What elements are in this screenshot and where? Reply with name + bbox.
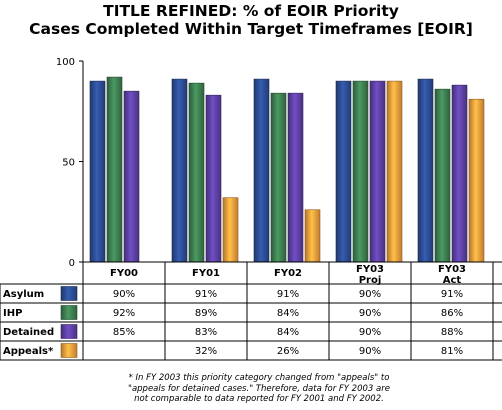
x-category-label: Act [443, 275, 462, 286]
data-label: 88% [441, 327, 463, 338]
bar-detained [205, 94, 222, 263]
chart-title-line-1: TITLE REFINED: % of EOIR Priority [103, 2, 399, 20]
bar-ihp [434, 88, 451, 263]
x-category-label: FY03 [356, 264, 384, 275]
legend-color-key [60, 324, 78, 339]
data-label: 90% [359, 308, 381, 319]
bar-appeals [386, 80, 403, 263]
data-label: 81% [441, 346, 463, 357]
data-label: 83% [195, 327, 217, 338]
data-label: 32% [195, 346, 217, 357]
bar-ihp [352, 80, 369, 263]
data-label: 91% [195, 289, 217, 300]
data-label: 91% [441, 289, 463, 300]
bar-detained [287, 92, 304, 263]
data-label: 90% [359, 327, 381, 338]
x-category-label: FY03 [438, 264, 466, 275]
bar-asylum [171, 78, 188, 263]
footnote-line-2: "appeals for detained cases." Therefore,… [128, 383, 390, 394]
bar-detained [123, 90, 140, 263]
data-label: 91% [277, 289, 299, 300]
x-category-label: FY01 [192, 268, 220, 279]
data-label: 26% [277, 346, 299, 357]
y-tick-label: 50 [62, 158, 75, 169]
bar-detained [451, 84, 468, 263]
legend-label: Detained [3, 327, 54, 338]
legend-color-key [60, 343, 78, 358]
bar-ihp [270, 92, 287, 263]
legend-color-key [60, 286, 78, 301]
chart-title: TITLE REFINED: % of EOIR Priority Cases … [0, 2, 502, 38]
chart-title-line-2: Cases Completed Within Target Timeframes… [29, 20, 473, 38]
data-label: 86% [441, 308, 463, 319]
data-label: 84% [277, 308, 299, 319]
bar-asylum [253, 78, 270, 263]
data-label: 85% [113, 327, 135, 338]
data-label: 92% [113, 308, 135, 319]
data-label: 90% [113, 289, 135, 300]
footnote-line-3: not comparable to data reported for FY 2… [134, 394, 384, 404]
footnote: * In FY 2003 this priority category chan… [94, 373, 424, 405]
bar-appeals [222, 197, 239, 263]
bar-detained [369, 80, 386, 263]
data-label: 89% [195, 308, 217, 319]
legend-label: IHP [3, 308, 22, 319]
x-category-label: FY00 [110, 268, 138, 279]
legend-label: Asylum [3, 289, 44, 300]
legend-color-key [60, 305, 78, 320]
bar-appeals [304, 209, 321, 263]
data-label: 84% [277, 327, 299, 338]
footnote-line-1: * In FY 2003 this priority category chan… [128, 373, 390, 383]
bar-asylum [417, 78, 434, 263]
bar-asylum [89, 80, 106, 263]
data-label: 90% [359, 346, 381, 357]
y-tick-label: 100 [56, 57, 75, 68]
x-category-label: FY02 [274, 268, 302, 279]
y-tick-label: 0 [69, 258, 75, 269]
bar-asylum [335, 80, 352, 263]
bar-ihp [106, 76, 123, 263]
legend-label: Appeals* [3, 346, 54, 357]
bar-ihp [188, 82, 205, 263]
x-category-label: Proj [359, 275, 382, 286]
bar-appeals [468, 98, 485, 263]
data-label: 90% [359, 289, 381, 300]
